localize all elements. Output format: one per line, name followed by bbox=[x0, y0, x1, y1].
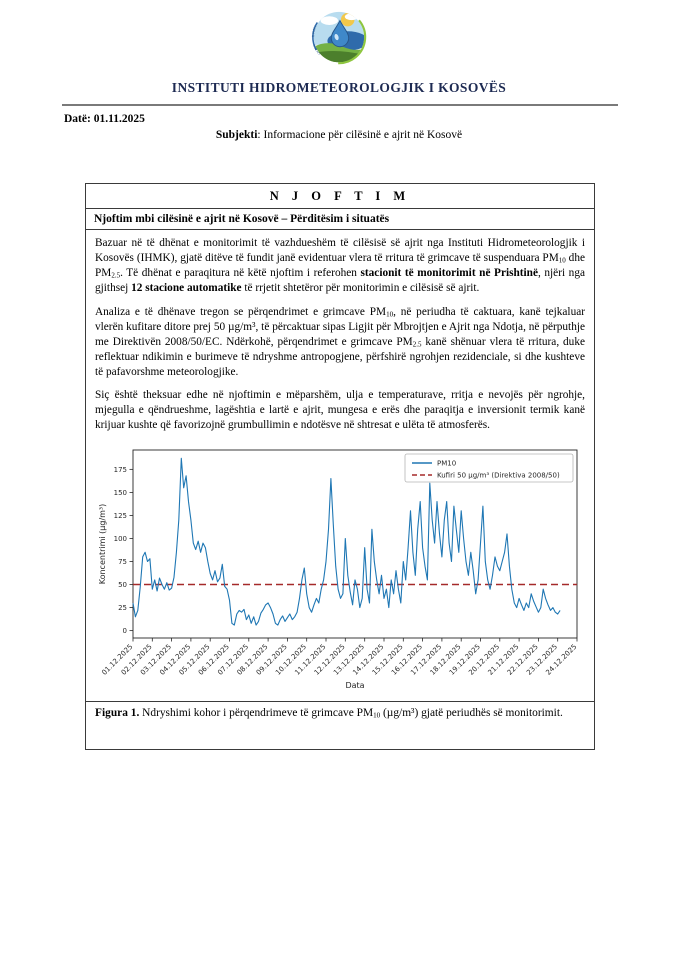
paragraph-2: Analiza e të dhënave tregon se përqendri… bbox=[95, 305, 585, 379]
date-line: Datë: 01.11.2025 bbox=[64, 113, 678, 125]
svg-text:75: 75 bbox=[118, 557, 127, 565]
svg-text:150: 150 bbox=[114, 488, 127, 496]
svg-text:Kufiri 50 µg/m³ (Direktiva 200: Kufiri 50 µg/m³ (Direktiva 2008/50) bbox=[437, 471, 560, 479]
document-header: IHMK · KHMI · HMIK INSTITUTI HIDROMETEOR… bbox=[0, 0, 678, 106]
notice-title: N J O F T I M bbox=[85, 183, 595, 209]
notice-subtitle: Njoftim mbi cilësinë e ajrit në Kosovë –… bbox=[85, 208, 595, 230]
notice-body: Bazuar në të dhënat e monitorimit të vaz… bbox=[85, 229, 595, 702]
institute-title: INSTITUTI HIDROMETEOROLOGJIK I KOSOVËS bbox=[171, 80, 507, 95]
notice-table: N J O F T I M Njoftim mbi cilësinë e ajr… bbox=[85, 183, 595, 751]
svg-text:Koncentrimi (µg/m³): Koncentrimi (µg/m³) bbox=[98, 503, 107, 584]
svg-text:PM10: PM10 bbox=[437, 459, 456, 467]
svg-text:100: 100 bbox=[114, 534, 127, 542]
subject-value: : Informacione për cilësinë e ajrit në K… bbox=[257, 129, 463, 141]
date-label: Datë: bbox=[64, 113, 94, 125]
pm10-chart: 025507510012515017501.12.202502.12.20250… bbox=[98, 449, 578, 690]
figure-caption: Figura 1. Ndryshimi kohor i përqendrimev… bbox=[85, 700, 595, 751]
subject-line: Subjekti: Informacione për cilësinë e aj… bbox=[0, 129, 678, 141]
svg-text:175: 175 bbox=[114, 465, 127, 473]
paragraph-1: Bazuar në të dhënat e monitorimit të vaz… bbox=[95, 237, 585, 295]
svg-text:0: 0 bbox=[123, 627, 127, 635]
paragraph-3: Siç është theksuar edhe në njoftimin e m… bbox=[95, 389, 585, 432]
svg-text:Data: Data bbox=[345, 681, 364, 690]
svg-text:25: 25 bbox=[118, 604, 127, 612]
date-value: 01.11.2025 bbox=[93, 113, 145, 125]
institute-logo-icon: IHMK · KHMI · HMIK bbox=[306, 5, 370, 70]
pm10-figure: 0 25 50 75 100 125 150 175 01.12.2025 02.12.2025 0… bbox=[95, 442, 585, 697]
svg-text:125: 125 bbox=[114, 511, 127, 519]
subject-label: Subjekti bbox=[215, 129, 258, 141]
svg-text:50: 50 bbox=[118, 580, 127, 588]
header-divider bbox=[62, 104, 618, 106]
